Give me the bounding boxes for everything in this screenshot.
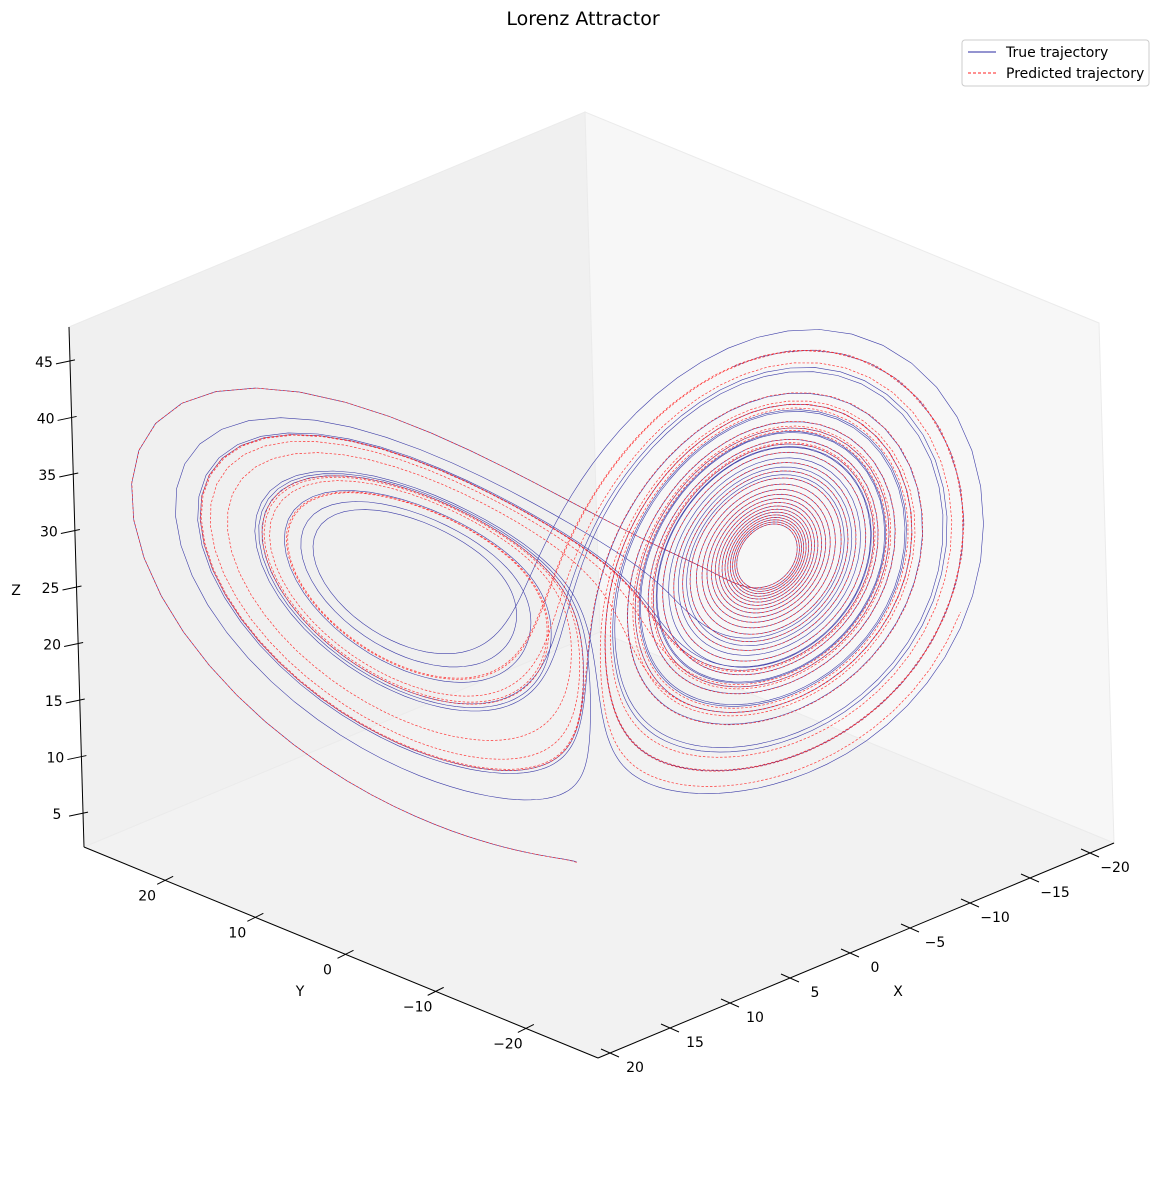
y-tick-label: 20 [138,888,156,904]
x-tick-label: −10 [980,910,1010,926]
z-tick-mark [62,585,82,591]
legend-label-true: True trajectory [1005,45,1108,61]
z-tick-mark [57,415,77,421]
z-tick-label: 30 [40,524,58,540]
y-tick-mark [247,912,264,922]
x-tick-mark [1020,873,1040,883]
z-tick-label: 5 [53,807,62,823]
y-tick-label: 10 [228,925,246,941]
x-tick-label: 15 [686,1035,704,1051]
z-tick-label: 35 [38,468,56,484]
x-tick-label: −5 [925,935,946,951]
z-tick-mark [64,642,84,648]
chart-title: Lorenz Attractor [506,8,660,30]
x-tick-mark [600,1048,620,1058]
x-tick-mark [960,898,980,908]
x-tick-label: 0 [871,960,880,976]
y-tick-mark [427,986,444,996]
y-axis-label: Y [295,984,305,1000]
x-tick-mark [780,973,800,983]
series-line-predicted [131,349,965,863]
legend: True trajectory Predicted trajectory [961,39,1150,87]
x-axis-label: X [893,984,903,1000]
z-axis-label: Z [11,583,21,599]
z-tick-mark [65,698,85,704]
series-group [131,329,984,863]
z-tick-label: 40 [37,411,55,427]
x-tick-mark [1080,848,1100,858]
legend-frame [961,39,1150,87]
z-tick-label: 45 [35,355,53,371]
x-tick-label: 5 [811,985,820,1001]
x-tick-label: −20 [1100,860,1130,876]
x-tick-mark [840,948,860,958]
x-tick-label: 10 [746,1010,764,1026]
y-tick-label: −20 [493,1036,523,1052]
y-tick-mark [337,949,354,959]
y-axis-line [83,846,599,1059]
x-tick-label: 20 [626,1060,644,1076]
x-tick-mark [660,1023,680,1033]
x-tick-mark [900,923,920,933]
z-tick-label: 15 [45,694,63,710]
z-tick-mark [55,359,76,365]
z-tick-mark [59,472,79,478]
z-tick-label: 20 [43,638,61,654]
y-tick-label: −10 [403,999,433,1015]
y-tick-mark [156,875,174,885]
z-tick-mark [68,811,89,817]
y-tick-mark [517,1023,535,1033]
x-axis-line [597,842,1115,1059]
z-tick-mark [60,528,80,534]
axes: −20 −15 −10 −5 0 5 10 15 20 −20 −10 0 10 20 5 10 15 20 25 3… [35,326,1130,1076]
z-tick-label: 25 [42,581,60,597]
y-tick-label: 0 [323,962,332,978]
x-tick-label: −15 [1040,885,1070,901]
legend-label-predicted: Predicted trajectory [1006,66,1144,82]
x-tick-mark [720,998,740,1008]
z-tick-mark [67,755,87,761]
z-tick-label: 10 [46,751,64,767]
